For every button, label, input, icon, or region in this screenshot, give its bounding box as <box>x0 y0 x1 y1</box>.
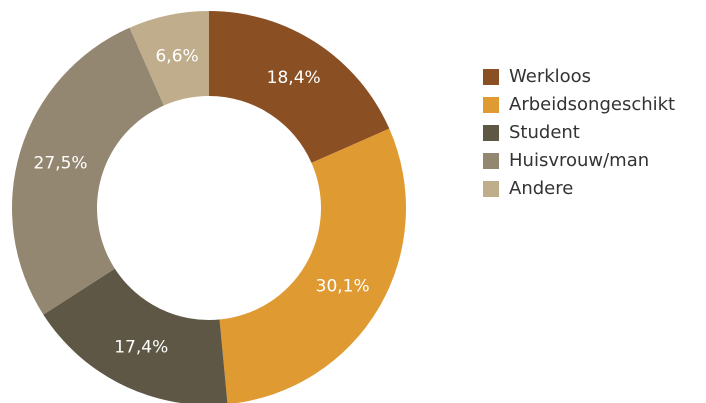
donut-slice <box>43 268 228 403</box>
donut-slice <box>219 128 407 403</box>
legend-swatch <box>483 97 499 113</box>
legend-label: Student <box>509 122 580 143</box>
legend-swatch <box>483 69 499 85</box>
slice-label: 17,4% <box>114 337 168 357</box>
legend-swatch <box>483 125 499 141</box>
slice-label: 18,4% <box>267 68 321 88</box>
legend-swatch <box>483 181 499 197</box>
slice-label: 6,6% <box>155 46 198 66</box>
donut-slice <box>12 27 164 315</box>
legend-label: Huisvrouw/man <box>509 150 649 171</box>
donut-slice <box>129 11 209 106</box>
legend-swatch <box>483 153 499 169</box>
legend-label: Werkloos <box>509 66 591 87</box>
slice-label: 27,5% <box>34 153 88 173</box>
legend-label: Andere <box>509 178 573 199</box>
donut-slice <box>209 11 390 163</box>
legend-label: Arbeidsongeschikt <box>509 94 675 115</box>
slice-label: 30,1% <box>316 276 370 296</box>
